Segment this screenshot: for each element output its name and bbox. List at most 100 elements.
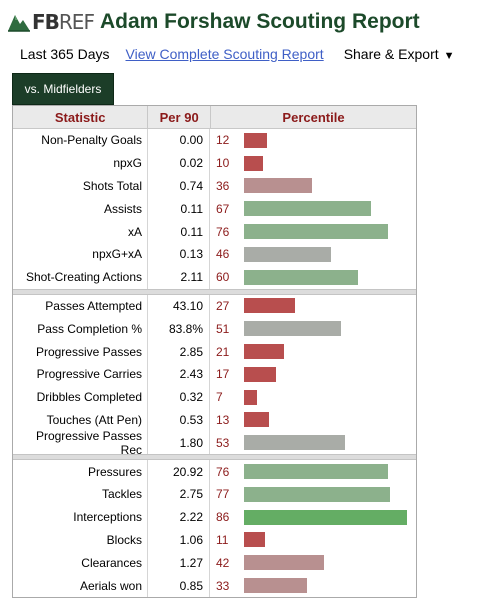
percentile-bar (244, 321, 341, 337)
percentile-cell: 51 (210, 317, 416, 340)
percentile-bar (244, 389, 258, 405)
stat-name: Non-Penalty Goals (13, 129, 148, 152)
per90-value: 0.74 (148, 174, 210, 198)
percentile-cell: 76 (210, 460, 416, 483)
percentile-value: 7 (216, 390, 223, 405)
percentile-cell: 10 (210, 152, 416, 175)
percentile-bar-track (244, 555, 416, 571)
per90-value: 43.10 (148, 294, 210, 318)
percentile-bar (244, 344, 284, 360)
percentile-cell: 13 (210, 409, 416, 432)
fbref-logo[interactable]: FBREF (6, 10, 95, 34)
table-row: Non-Penalty Goals 0.00 12 (13, 129, 416, 152)
table-row: Blocks 1.06 11 (13, 528, 416, 552)
percentile-bar-track (244, 509, 416, 525)
percentile-bar-track (244, 321, 416, 337)
stat-name: xA (13, 220, 148, 243)
percentile-value: 67 (216, 201, 230, 216)
percentile-bar-track (244, 201, 416, 217)
per90-value: 1.27 (148, 551, 210, 575)
header-statistic[interactable]: Statistic (13, 106, 149, 128)
percentile-cell: 76 (210, 220, 416, 243)
stat-name: Touches (Att Pen) (13, 408, 148, 432)
percentile-value: 33 (216, 578, 230, 593)
percentile-value: 60 (216, 270, 230, 285)
percentile-bar-track (244, 269, 416, 285)
table-row: Progressive Carries 2.43 17 (13, 362, 416, 386)
stat-name: Interceptions (13, 505, 148, 529)
percentile-value: 76 (216, 224, 230, 239)
table-row: Shot-Creating Actions 2.11 60 (13, 265, 416, 289)
percentile-cell: 36 (210, 175, 416, 198)
table-row: npxG+xA 0.13 46 (13, 242, 416, 266)
table-row: Tackles 2.75 77 (13, 482, 416, 506)
table-row: Dribbles Completed 0.32 7 (13, 385, 416, 409)
page-title: Adam Forshaw Scouting Report (99, 10, 420, 33)
percentile-value: 27 (216, 298, 230, 313)
percentile-cell: 11 (210, 529, 416, 552)
percentile-bar-track (244, 246, 416, 262)
stat-name: Pass Completion % (13, 317, 148, 341)
section-divider (13, 454, 416, 461)
percentile-value: 11 (216, 532, 229, 547)
page-header: FBREF Adam Forshaw Scouting Report (6, 8, 420, 36)
table-row: Pass Completion % 83.8% 51 (13, 317, 416, 341)
caret-down-icon: ▼ (443, 50, 455, 62)
header-per90[interactable]: Per 90 (148, 106, 212, 128)
percentile-value: 86 (216, 510, 230, 525)
table-row: Pressures 20.92 76 (13, 460, 416, 483)
percentile-value: 51 (216, 321, 230, 336)
scouting-table: Statistic Per 90 Percentile Non-Penalty … (12, 105, 417, 598)
percentile-bar-track (244, 486, 416, 502)
stat-name: Clearances (13, 551, 148, 575)
percentile-bar-track (244, 344, 416, 360)
percentile-cell: 86 (210, 506, 416, 529)
stat-name: Shot-Creating Actions (13, 265, 148, 289)
percentile-bar-track (244, 532, 416, 548)
per90-value: 2.22 (148, 505, 210, 529)
percentile-bar (244, 555, 324, 571)
tab-vs-midfielders[interactable]: vs. Midfielders (12, 73, 114, 105)
per90-value: 0.13 (148, 242, 210, 266)
per90-value: 0.00 (148, 129, 210, 152)
percentile-bar-track (244, 178, 416, 194)
table-row: Interceptions 2.22 86 (13, 505, 416, 529)
percentile-bar-track (244, 578, 416, 594)
percentile-cell: 77 (210, 483, 416, 506)
percentile-bar-track (244, 132, 416, 148)
percentile-bar-track (244, 389, 416, 405)
percentile-bar (244, 435, 345, 451)
per90-value: 1.80 (148, 431, 210, 455)
percentile-bar (244, 578, 307, 594)
period-label: Last 365 Days (20, 46, 110, 62)
fbref-logo-text: FBREF (32, 10, 95, 34)
percentile-value: 21 (216, 344, 230, 359)
complete-report-link[interactable]: View Complete Scouting Report (125, 46, 324, 62)
percentile-bar (244, 509, 408, 525)
per90-value: 2.85 (148, 340, 210, 363)
header-percentile[interactable]: Percentile (282, 109, 345, 125)
per90-value: 20.92 (148, 460, 210, 483)
stat-name: npxG+xA (13, 242, 148, 266)
percentile-cell: 7 (210, 386, 416, 409)
share-export-menu[interactable]: Share & Export ▼ (344, 46, 455, 62)
table-row: Progressive Passes Rec 1.80 53 (13, 429, 416, 457)
per90-value: 0.53 (148, 408, 210, 432)
stat-name: Shots Total (13, 174, 148, 198)
stat-name: Passes Attempted (13, 294, 148, 318)
table-row: xA 0.11 76 (13, 220, 416, 243)
percentile-value: 42 (216, 555, 230, 570)
percentile-bar (244, 155, 263, 171)
percentile-cell: 67 (210, 197, 416, 220)
percentile-bar (244, 269, 358, 285)
per90-value: 0.11 (148, 220, 210, 243)
per90-value: 2.11 (148, 265, 210, 289)
logo-fb-text: FB (32, 10, 60, 34)
per90-value: 0.32 (148, 385, 210, 409)
percentile-bar (244, 366, 277, 382)
stat-name: Blocks (13, 528, 148, 552)
percentile-bar (244, 201, 372, 217)
stat-name: npxG (13, 151, 148, 175)
section-divider (13, 288, 416, 295)
table-row: Aerials won 0.85 33 (13, 574, 416, 597)
